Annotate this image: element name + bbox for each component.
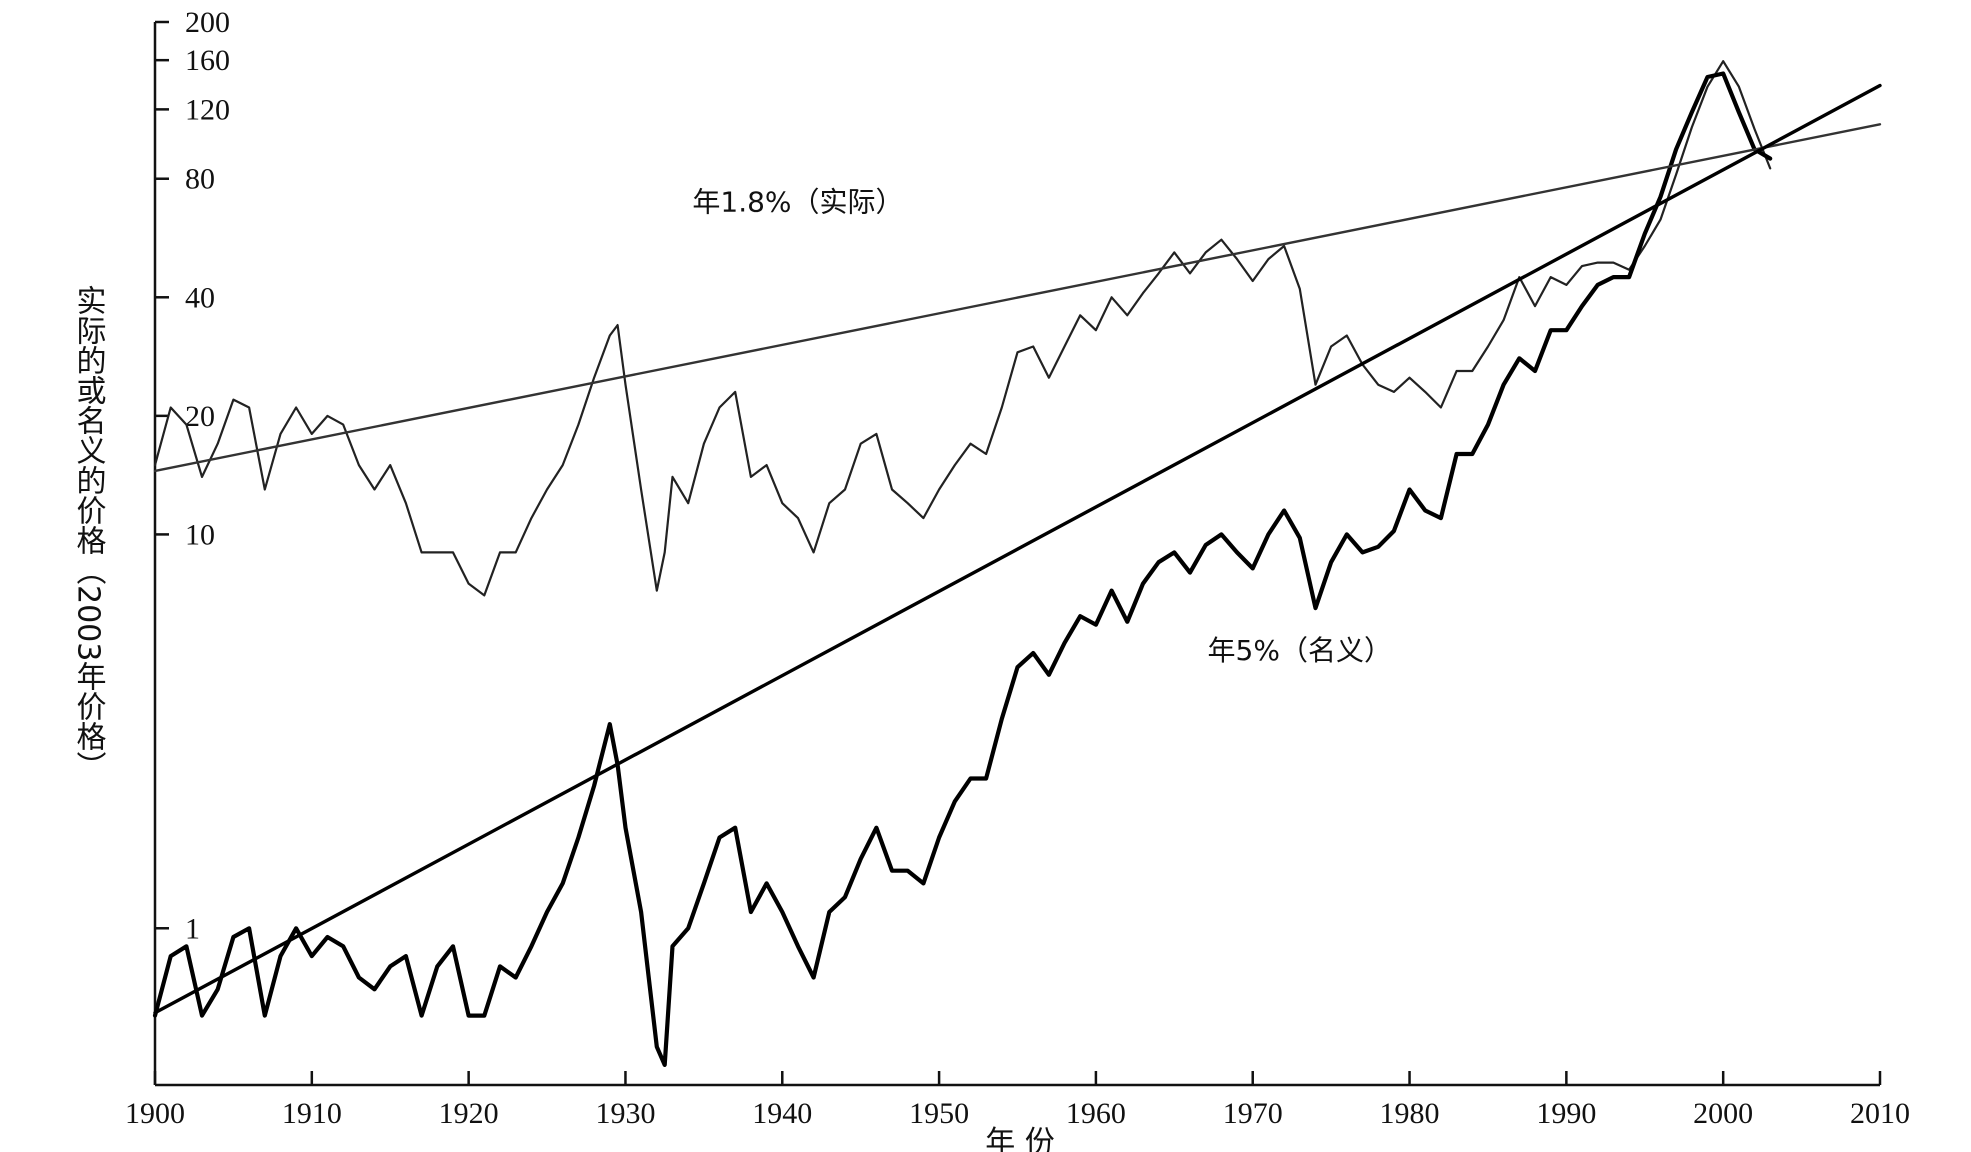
series-line-thick — [152, 71, 1773, 1068]
x-tick-label: 2000 — [1693, 1097, 1753, 1130]
y-axis-label: 实际的或名义的价格（2003年价格） — [71, 285, 107, 781]
chart-annotation: 年1.8%（实际） — [692, 186, 903, 219]
y-tick-label: 1 — [185, 912, 200, 945]
x-tick-label: 1950 — [909, 1097, 969, 1130]
y-tick-label: 160 — [185, 44, 230, 77]
x-tick-label: 1990 — [1536, 1097, 1596, 1130]
x-axis-label: 年 份 — [985, 1125, 1055, 1152]
y-tick-label: 10 — [185, 518, 215, 551]
series-lines — [152, 60, 1882, 1068]
annotations: 年1.8%（实际） 年5%（名义） — [692, 186, 1392, 667]
y-tick-label: 20 — [185, 400, 215, 433]
y-tick-label: 40 — [185, 281, 215, 314]
x-tick-label: 1980 — [1380, 1097, 1440, 1130]
x-axis-ticks: 1900 1910 1920 1930 1940 1950 1960 1970 1980 1990… — [125, 1071, 1910, 1130]
y-tick-label: 200 — [185, 6, 230, 39]
x-tick-label: 1910 — [282, 1097, 342, 1130]
series-line-trend-thin — [153, 123, 1882, 473]
chart-annotation: 年5%（名义） — [1208, 634, 1392, 667]
x-tick-label: 1940 — [752, 1097, 812, 1130]
y-tick-label: 80 — [185, 163, 215, 196]
x-tick-label: 1970 — [1223, 1097, 1283, 1130]
series-line-thin — [153, 60, 1772, 597]
series-line-trend-thick — [153, 83, 1882, 1015]
y-tick-label: 120 — [185, 93, 230, 126]
x-tick-label: 1960 — [1066, 1097, 1126, 1130]
x-tick-label: 1930 — [595, 1097, 655, 1130]
x-tick-label: 1900 — [125, 1097, 185, 1130]
y-axis-ticks: 1 10 20 40 80 120 160 200 — [155, 6, 230, 945]
x-tick-label: 1920 — [439, 1097, 499, 1130]
x-tick-label: 2010 — [1850, 1097, 1910, 1130]
